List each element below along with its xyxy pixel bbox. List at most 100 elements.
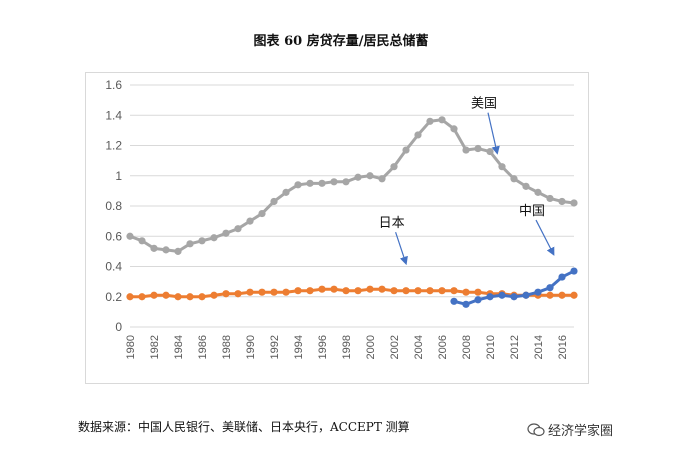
data-point [450, 287, 458, 295]
data-point [462, 300, 470, 308]
data-point [402, 287, 410, 295]
data-point [426, 287, 434, 295]
data-point [318, 285, 326, 293]
data-point [546, 284, 554, 292]
data-point [138, 293, 146, 301]
data-point [138, 237, 146, 245]
annotation-arrow-1 [395, 231, 408, 266]
data-point [234, 225, 242, 233]
data-point [366, 172, 374, 180]
data-point [510, 175, 518, 183]
data-point [354, 287, 362, 295]
y-tick-label: 1 [115, 169, 122, 183]
y-tick-label: 0.2 [105, 290, 122, 304]
data-point [306, 287, 314, 295]
data-point [426, 117, 434, 125]
data-point [498, 291, 506, 299]
data-point [174, 247, 182, 255]
data-point [258, 288, 266, 296]
data-point [270, 288, 278, 296]
y-tick-label: 1.2 [105, 139, 122, 153]
data-point [558, 273, 566, 281]
watermark: 经济学家圈 [527, 420, 613, 439]
chart-frame: 0 0.2 0.4 0.6 0.8 1 1.2 1.4 1.6 1980 1982 1984 1986 1… [85, 72, 589, 384]
data-point [354, 173, 362, 181]
data-point [258, 209, 266, 218]
data-point [558, 197, 566, 206]
data-point [294, 287, 302, 295]
data-point [126, 293, 134, 301]
data-point [294, 181, 302, 189]
annotation-label-0: 美国 [471, 97, 497, 112]
data-point [246, 217, 254, 225]
x-tick-label: 2012 [509, 335, 521, 359]
data-point [402, 146, 410, 154]
data-point [474, 144, 482, 153]
data-point [378, 285, 386, 293]
x-tick-label: 1986 [197, 335, 209, 359]
data-point [282, 188, 290, 196]
data-point [222, 229, 230, 237]
data-point [414, 131, 422, 139]
x-tick-label: 2008 [461, 335, 473, 359]
data-point [342, 178, 350, 186]
data-point [450, 125, 458, 133]
data-point [330, 178, 338, 186]
x-tick-label: 2014 [533, 335, 545, 359]
data-point [246, 288, 254, 296]
annotation-label-1: 日本 [379, 216, 405, 231]
data-point [498, 163, 506, 171]
data-point [450, 297, 458, 305]
y-tick-label: 1.6 [105, 78, 122, 92]
data-point [150, 291, 158, 299]
x-tick-label: 1988 [221, 335, 233, 359]
data-point [126, 232, 134, 240]
data-point [486, 293, 494, 301]
x-tick-label: 1994 [293, 335, 305, 359]
data-point [522, 291, 530, 299]
data-point [186, 240, 194, 248]
x-tick-label: 1984 [173, 335, 185, 359]
data-point [474, 288, 482, 296]
x-tick-label: 2016 [557, 335, 569, 359]
x-tick-label: 1996 [317, 335, 329, 359]
x-tick-label: 1980 [125, 335, 137, 359]
x-tick-label: 2004 [413, 335, 425, 359]
y-tick-label: 0.6 [105, 229, 122, 243]
data-point [570, 199, 578, 207]
y-tick-label: 0 [115, 320, 122, 334]
data-point [390, 287, 398, 295]
chart-title: 图表 60 房贷存量/居民总储蓄 [253, 34, 429, 49]
data-point [510, 293, 518, 301]
data-point [462, 288, 470, 296]
data-point [486, 147, 494, 156]
source-note: 数据来源：中国人民银行、美联储、日本央行，ACCEPT 测算 [78, 420, 410, 434]
line-chart: 0 0.2 0.4 0.6 0.8 1 1.2 1.4 1.6 1980 1982 1984 1986 1… [105, 78, 578, 359]
data-point [174, 293, 182, 301]
data-point [198, 237, 206, 245]
data-point [570, 291, 578, 299]
data-point [414, 287, 422, 295]
x-tick-label: 1992 [269, 335, 281, 359]
annotation-arrow-2 [535, 219, 555, 256]
x-tick-label: 2010 [485, 335, 497, 359]
data-point [558, 291, 566, 299]
series-line-0 [129, 118, 575, 253]
watermark-text: 经济学家圈 [548, 424, 614, 439]
y-tick-label: 0.8 [105, 199, 122, 213]
annotation-label-2: 中国 [519, 204, 545, 219]
data-point [234, 290, 242, 298]
data-point [522, 182, 530, 190]
data-point [186, 293, 194, 301]
data-point [318, 179, 326, 187]
data-point [162, 246, 170, 254]
data-point [150, 244, 158, 252]
data-point [282, 288, 290, 296]
x-tick-label: 1990 [245, 335, 257, 359]
data-point [438, 287, 446, 295]
data-point [210, 234, 218, 242]
data-point [222, 290, 230, 298]
data-point [390, 163, 398, 171]
x-tick-label: 1998 [341, 335, 353, 359]
data-point [546, 291, 554, 299]
